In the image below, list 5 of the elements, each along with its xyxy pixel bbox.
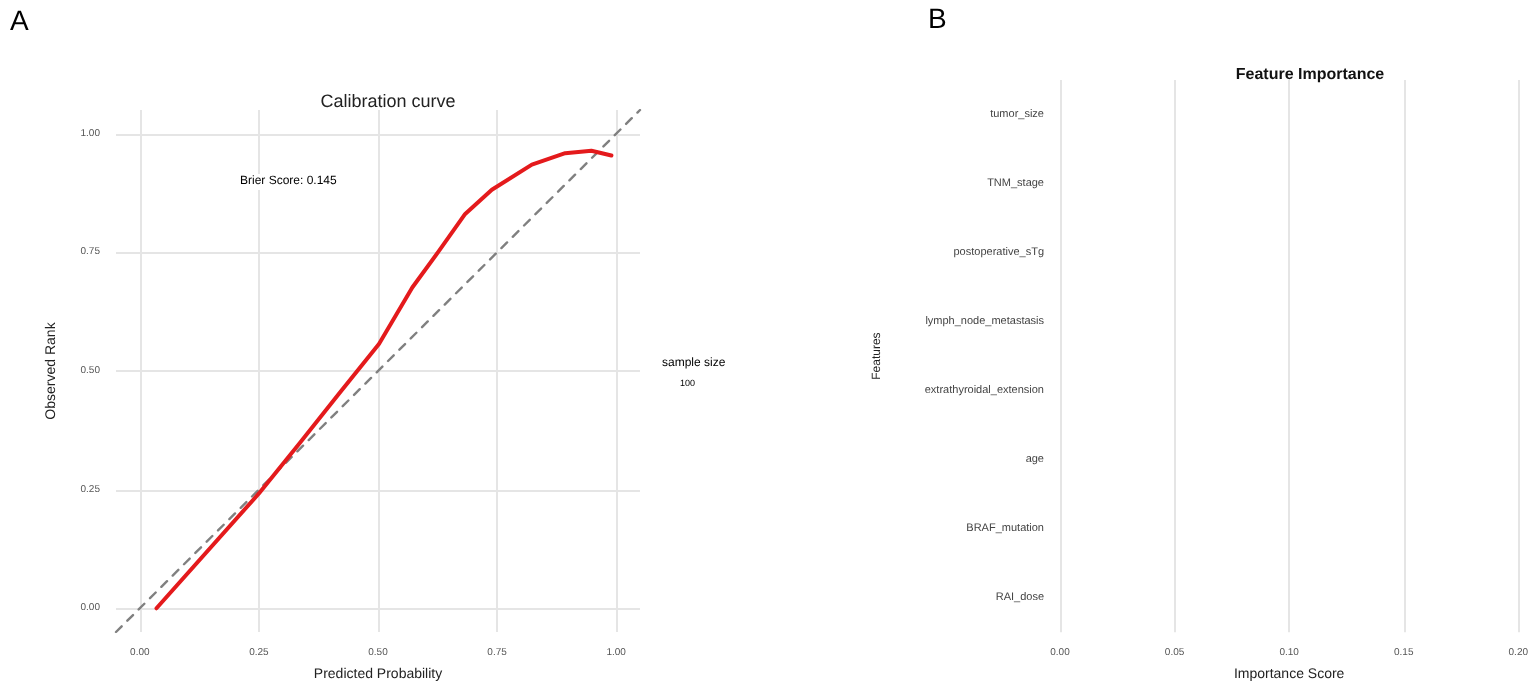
text: B xyxy=(928,2,947,34)
chart-title: Calibration curve xyxy=(320,91,456,111)
text: A xyxy=(10,4,30,36)
chart-title: Feature Importance xyxy=(1235,65,1386,83)
line-series xyxy=(154,148,614,611)
